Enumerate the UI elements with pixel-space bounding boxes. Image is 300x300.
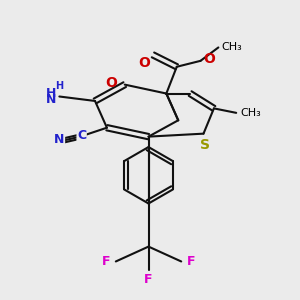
Text: O: O (105, 76, 117, 90)
Text: F: F (187, 255, 195, 268)
Text: H: H (55, 81, 63, 91)
Text: N: N (54, 133, 64, 146)
Text: C: C (77, 129, 86, 142)
Text: H: H (46, 87, 56, 100)
Text: CH₃: CH₃ (221, 43, 242, 52)
Text: O: O (138, 56, 150, 70)
Text: N: N (46, 93, 56, 106)
Text: CH₃: CH₃ (241, 108, 261, 118)
Text: S: S (200, 138, 210, 152)
Text: O: O (203, 52, 215, 66)
Text: F: F (102, 255, 110, 268)
Text: F: F (144, 273, 153, 286)
